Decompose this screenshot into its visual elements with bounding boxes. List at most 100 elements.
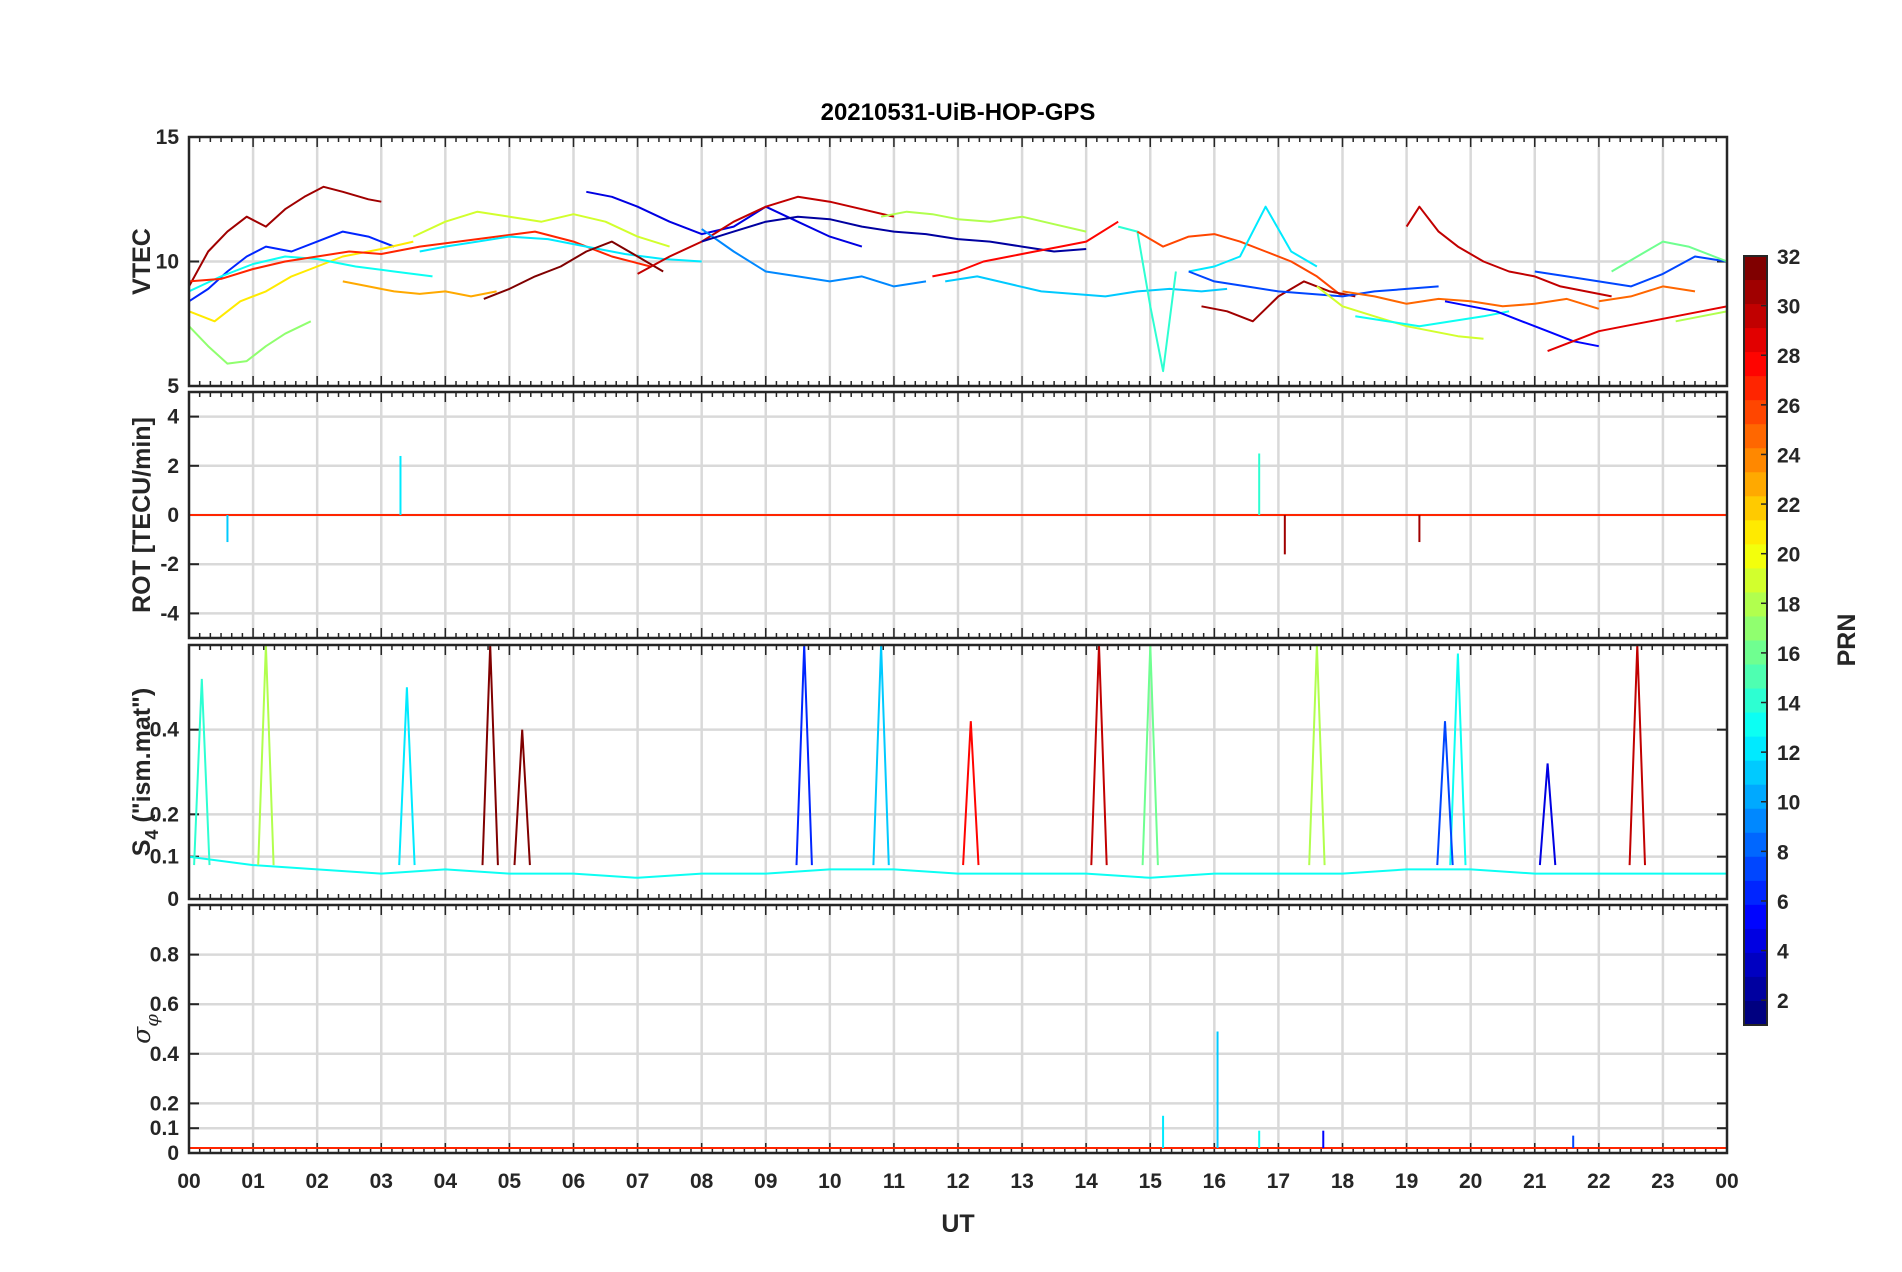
colorbar-label: PRN — [1833, 614, 1861, 667]
colorbar-swatch — [1744, 304, 1767, 329]
series-line-prn-9 — [701, 228, 927, 288]
series-line-prn-29 — [1547, 305, 1727, 353]
colorbar-tick-label: 18 — [1777, 593, 1801, 616]
y-tick-label: 0.6 — [150, 993, 179, 1016]
x-tick-label: 22 — [1587, 1170, 1610, 1193]
series-line-prn-12 — [419, 235, 702, 263]
y-axis-label: S4 ("ism.mat") — [128, 688, 162, 857]
y-tick-label: -2 — [160, 553, 179, 576]
peak-prn-18 — [1308, 645, 1326, 866]
colorbar-swatch — [1744, 952, 1767, 978]
peak-prn-14 — [193, 678, 211, 866]
x-tick-label: 18 — [1331, 1170, 1355, 1193]
series-line-prn-4 — [586, 190, 863, 248]
peak-prn-7 — [1436, 721, 1454, 866]
series-line-prn-2 — [701, 215, 1087, 253]
x-tick-label: 04 — [434, 1170, 458, 1193]
colorbar-swatch — [1744, 352, 1767, 377]
series-line-prn-26 — [1136, 230, 1344, 298]
panel-frame — [187, 903, 1729, 1155]
series-line-prn-32 — [483, 240, 664, 300]
peak-prn-30 — [1090, 645, 1108, 866]
x-tick-label: 00 — [177, 1170, 200, 1193]
x-tick-label: 07 — [626, 1170, 649, 1193]
y-tick-label: 5 — [167, 375, 179, 398]
panel-sigma_phi: 00.10.2 0.4 0.6 0.8 σφ — [127, 903, 1729, 1165]
series-group — [189, 453, 1727, 555]
y-tick-label: 0.8 — [150, 944, 180, 967]
colorbar-swatch — [1744, 472, 1767, 497]
colorbar-swatch — [1744, 448, 1767, 473]
colorbar-tick-label: 28 — [1777, 345, 1801, 368]
y-axis-label: σφ — [127, 1014, 163, 1044]
series-line-prn-18 — [1675, 310, 1727, 323]
panel-vtec: 5 10 15 VTEC — [128, 126, 1729, 398]
colorbar-swatch — [1744, 400, 1767, 425]
y-tick-label: 15 — [156, 126, 180, 149]
x-tick-label: 21 — [1523, 1170, 1547, 1193]
colorbar-swatch — [1744, 592, 1767, 618]
series-line-prn-28 — [932, 220, 1119, 278]
x-tick-label: 20 — [1459, 1170, 1482, 1193]
peak-prn-4 — [1538, 763, 1557, 866]
series-line-prn-13 — [189, 255, 433, 293]
series-line-prn-13 — [189, 855, 1727, 879]
colorbar-swatch — [1744, 1000, 1767, 1026]
series-line-prn-6 — [189, 230, 395, 303]
colorbar-swatch — [1744, 712, 1767, 738]
x-tick-label: 09 — [754, 1170, 777, 1193]
panel-frame — [187, 135, 1729, 388]
colorbar-tick-label: 12 — [1777, 742, 1800, 765]
series-line-prn-31 — [1201, 280, 1356, 323]
colorbar-swatch — [1744, 280, 1767, 305]
colorbar-tick-label: 22 — [1777, 494, 1800, 517]
colorbar-tick-label: 16 — [1777, 643, 1800, 666]
panel-frame — [187, 643, 1729, 901]
x-tick-label: 08 — [690, 1170, 714, 1193]
x-tick-label: 10 — [818, 1170, 841, 1193]
peak-prn-28 — [962, 721, 980, 866]
peak-prn-30 — [1628, 645, 1646, 866]
x-tick-label: 19 — [1395, 1170, 1418, 1193]
colorbar-tick-label: 8 — [1777, 841, 1789, 864]
colorbar-tick-label: 10 — [1777, 792, 1800, 815]
peak-prn-18 — [257, 645, 275, 866]
colorbar-swatch — [1744, 520, 1767, 545]
y-tick-label: 4 — [167, 406, 179, 429]
colorbar-tick-label: 26 — [1777, 395, 1800, 418]
colorbar-tick-label: 14 — [1777, 693, 1801, 716]
y-tick-label: 2 — [167, 455, 179, 478]
series-line-prn-14 — [1117, 225, 1177, 373]
colorbar-swatch — [1744, 856, 1767, 882]
peak-prn-11 — [872, 645, 890, 866]
colorbar-swatch — [1744, 664, 1767, 690]
colorbar-tick-label: 4 — [1777, 941, 1789, 964]
panel-s4: 0 0.1 0.2 0.4S4 ("ism.mat") — [128, 643, 1729, 911]
colorbar-swatch — [1744, 424, 1767, 449]
colorbar-swatch — [1744, 928, 1767, 954]
series-group — [189, 645, 1727, 879]
y-tick-label: 10 — [156, 251, 179, 274]
series-line-prn-19 — [1316, 285, 1484, 340]
y-axis-label: VTEC — [128, 228, 156, 295]
x-tick-label: 12 — [946, 1170, 969, 1193]
y-tick-label: -4 — [160, 602, 179, 625]
colorbar-swatch — [1744, 688, 1767, 714]
x-tick-label: 23 — [1651, 1170, 1674, 1193]
panels: 5 10 15 VTEC -4 -2 0 2 4 ROT [TECU/min] 00.10.20.4… — [127, 126, 1729, 1165]
colorbar-swatch — [1744, 256, 1767, 281]
colorbar-tick-label: 24 — [1777, 444, 1801, 467]
y-tick-label: 0.1 — [150, 1117, 180, 1140]
y-tick-label: 0 — [167, 888, 179, 911]
y-axis-label: ROT [TECU/min] — [128, 417, 156, 613]
series-line-prn-13 — [1355, 310, 1510, 328]
y-tick-label: 0 — [167, 504, 179, 527]
x-tick-label: 16 — [1203, 1170, 1226, 1193]
series-line-prn-16 — [1611, 240, 1727, 273]
colorbar-swatch — [1744, 880, 1767, 906]
colorbar-swatch — [1744, 904, 1767, 930]
colorbar-tick-label: 30 — [1777, 296, 1800, 319]
colorbar-tick-label: 6 — [1777, 891, 1789, 914]
y-tick-label: 0.2 — [150, 1092, 179, 1115]
